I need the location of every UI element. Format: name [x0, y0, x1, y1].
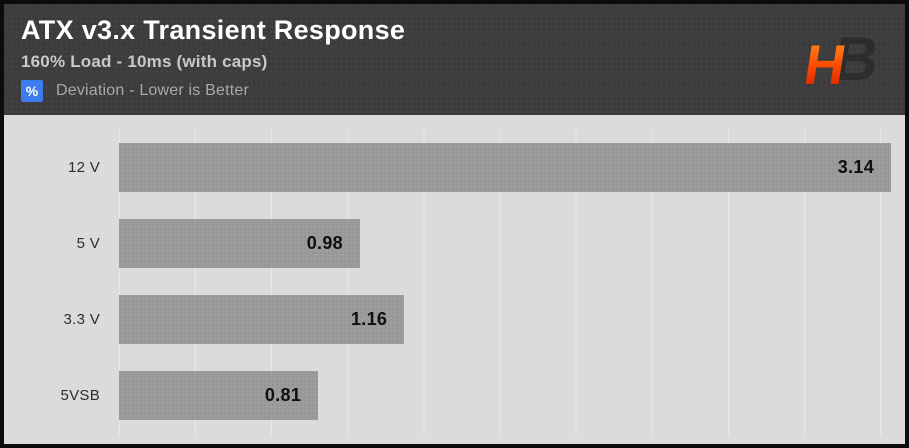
- bar: 0.98: [119, 218, 360, 268]
- category-label: 12 V: [67, 158, 100, 176]
- category-label: 3.3 V: [63, 310, 100, 328]
- chart-legend: % Deviation - Lower is Better: [21, 80, 905, 103]
- bar: 0.81: [119, 370, 319, 420]
- hardware-busters-logo-icon: B H: [805, 25, 883, 96]
- chart-rows: 12 V 3.14 5 V 0.98 3.3 V 1.16 5VSB 0.81: [4, 129, 905, 433]
- bar: 1.16: [119, 294, 405, 344]
- bar-track: 0.81: [119, 370, 891, 420]
- bar-value-label: 0.98: [306, 232, 343, 253]
- bar-track: 1.16: [119, 294, 891, 344]
- percent-badge-icon: %: [21, 80, 43, 103]
- chart-card-inner: ATX v3.x Transient Response 160% Load - …: [4, 4, 905, 444]
- category-label: 5 V: [76, 234, 100, 252]
- bar-track: 3.14: [119, 142, 891, 192]
- chart-title: ATX v3.x Transient Response: [21, 15, 406, 45]
- bar-value-label: 1.16: [350, 308, 388, 329]
- chart-row: 12 V 3.14: [4, 129, 905, 205]
- chart-plot-area: 12 V 3.14 5 V 0.98 3.3 V 1.16 5VSB 0.81: [4, 115, 905, 444]
- chart-header: ATX v3.x Transient Response 160% Load - …: [4, 4, 905, 115]
- bar-value-label: 0.81: [264, 384, 302, 405]
- chart-row: 5 V 0.98: [4, 205, 905, 281]
- chart-row: 3.3 V 1.16: [4, 281, 905, 357]
- bar: 3.14: [119, 142, 891, 192]
- logo-letter-b: B: [828, 25, 883, 94]
- legend-label: Deviation - Lower is Better: [56, 82, 250, 100]
- chart-subtitle: 160% Load - 10ms (with caps): [21, 52, 268, 72]
- bar-value-label: 3.14: [837, 156, 874, 177]
- bar-track: 0.98: [119, 218, 891, 268]
- category-label: 5VSB: [60, 386, 100, 404]
- chart-row: 5VSB 0.81: [4, 357, 905, 433]
